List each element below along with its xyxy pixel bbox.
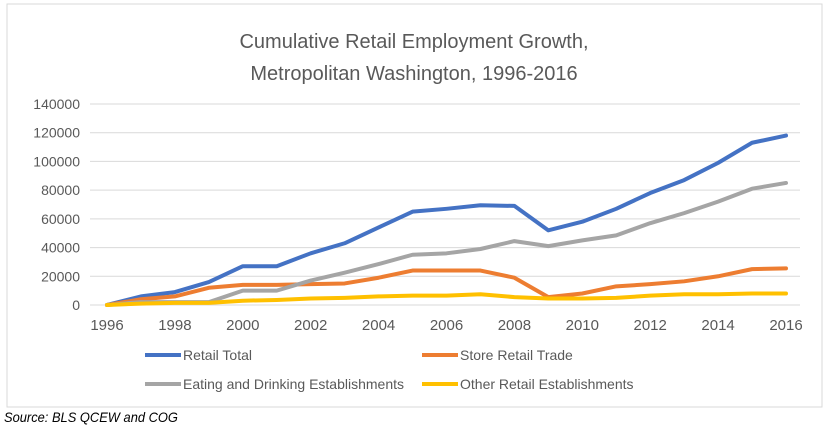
series-line-0 [105,133,788,307]
x-tick-label: 2016 [769,317,802,334]
legend: Retail Total Store Retail Trade Eating and… [145,347,634,392]
y-tick-label: 100000 [33,153,80,169]
legend-item-3: Other Retail Establishments [422,376,634,392]
y-tick-label: 60000 [41,211,80,227]
series-lines [105,133,788,307]
x-tick-label: 2010 [566,317,599,334]
gridlines [90,103,800,306]
chart-title-line-2: Metropolitan Washington, 1996-2016 [250,63,577,85]
legend-label: Eating and Drinking Establishments [183,376,404,392]
legend-label: Other Retail Establishments [460,376,634,392]
legend-item-1: Store Retail Trade [422,347,573,363]
x-tick-label: 1996 [90,317,123,334]
chart-area [6,3,823,408]
x-tick-label: 2002 [294,317,327,334]
legend-label: Retail Total [183,347,252,363]
y-tick-label: 120000 [33,125,80,141]
legend-item-2: Eating and Drinking Establishments [145,376,404,392]
y-tick-label: 0 [72,297,80,313]
series-line-1 [105,266,788,307]
x-tick-label: 2014 [701,317,734,334]
x-tick-label: 2000 [226,317,259,334]
chart-title-line-1: Cumulative Retail Employment Growth, [239,31,588,53]
y-tick-label: 80000 [41,182,80,198]
y-tick-label: 20000 [41,268,80,284]
x-tick-label: 1998 [158,317,191,334]
legend-label: Store Retail Trade [460,347,573,363]
x-tick-label: 2004 [362,317,395,334]
y-tick-label: 140000 [33,96,80,112]
legend-item-0: Retail Total [145,347,252,363]
x-tick-label: 2008 [498,317,531,334]
x-axis-ticks: 1996 1998 2000 2002 2004 2006 2008 2010 2012 2014… [90,317,802,334]
source-note: Source: BLS QCEW and COG [4,409,178,425]
y-axis-ticks: 0 20000 40000 60000 80000 100000 120000 140000 [33,96,80,313]
series-line-3 [105,291,788,307]
x-tick-label: 2012 [634,317,667,334]
y-tick-label: 40000 [41,240,80,256]
series-line-2 [105,180,788,307]
x-tick-label: 2006 [430,317,463,334]
